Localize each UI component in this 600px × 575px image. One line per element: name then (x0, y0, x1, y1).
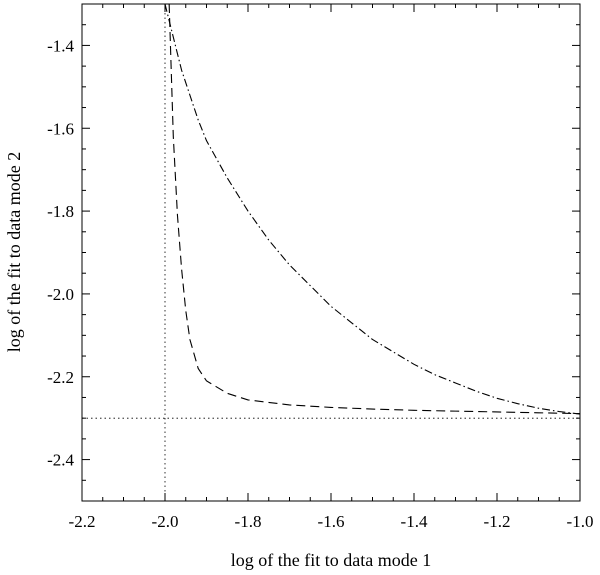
plot-frame (81, 3, 581, 502)
y-axis-ticks: -2.4 -2.2 -2.0 -1.8 -1.6 -1.4 (47, 3, 580, 502)
y-tick-label: -2.4 (47, 451, 74, 470)
x-tick-label: -2.0 (152, 512, 179, 531)
x-tick-label: -1.2 (484, 512, 511, 531)
y-tick-label: -1.8 (47, 202, 74, 221)
y-axis-label: log of the fit to data mode 2 (4, 152, 24, 352)
dash-dot-curve-series (164, 3, 581, 415)
dashed-curve-series (168, 3, 581, 415)
x-tick-label: -1.4 (401, 512, 428, 531)
y-tick-label: -2.0 (47, 285, 74, 304)
y-tick-label: -1.4 (47, 36, 74, 55)
x-tick-label: -1.0 (567, 512, 594, 531)
x-axis-label: log of the fit to data mode 1 (231, 550, 431, 570)
y-tick-label: -1.6 (47, 119, 74, 138)
y-tick-label: -2.2 (47, 368, 74, 387)
x-tick-label: -1.6 (318, 512, 345, 531)
series-layer (164, 3, 581, 415)
reference-lines (82, 4, 580, 501)
x-tick-label: -2.2 (69, 512, 96, 531)
x-tick-label: -1.8 (235, 512, 262, 531)
x-axis-ticks: -2.2 -2.0 -1.8 -1.6 -1.4 -1.2 -1.0 (69, 4, 594, 531)
